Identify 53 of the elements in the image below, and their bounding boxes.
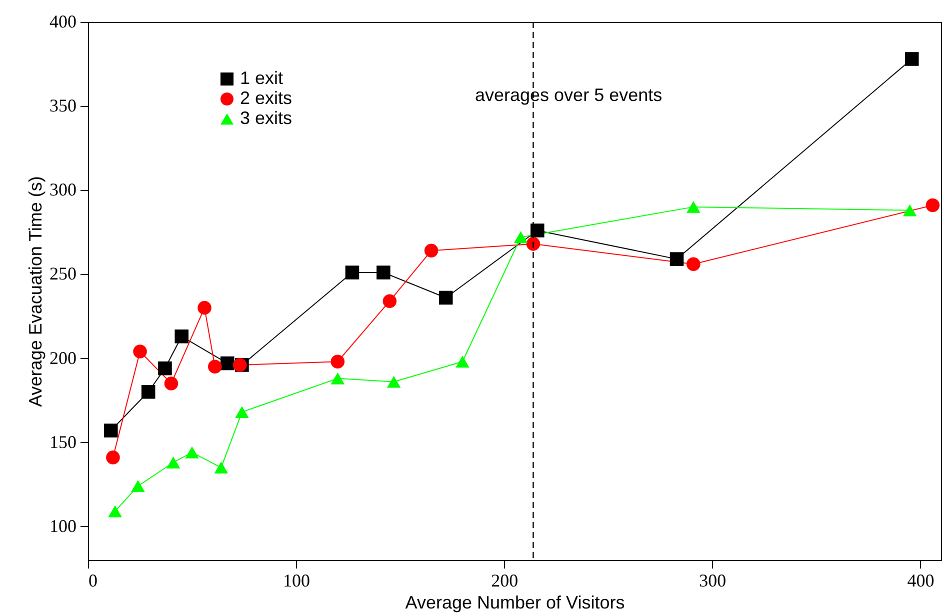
point: [235, 406, 249, 418]
point: [208, 360, 222, 374]
point: [330, 354, 345, 368]
x-axis-title: Average Number of Visitors: [405, 592, 625, 612]
y-tick-label: 100: [50, 516, 76, 536]
point: [198, 300, 212, 315]
x-tick-label: 200: [491, 570, 518, 590]
point: [904, 52, 919, 66]
point: [158, 361, 172, 376]
x-tick-label: 100: [283, 570, 310, 590]
point: [108, 505, 122, 518]
point: [526, 237, 540, 251]
point: [424, 244, 438, 258]
point: [376, 266, 390, 280]
x-tick-label: 0: [88, 570, 98, 590]
x-tick-label: 300: [699, 570, 726, 590]
annotation: averages over 5 events: [475, 85, 662, 105]
y-tick-label: 150: [50, 432, 76, 452]
legend-label: 3 exits: [240, 108, 292, 128]
point: [514, 231, 528, 244]
point: [185, 446, 199, 458]
point: [670, 252, 684, 266]
point: [131, 480, 145, 492]
point: [926, 198, 940, 212]
point: [902, 204, 917, 216]
point: [530, 224, 544, 238]
point: [456, 356, 470, 368]
point: [164, 376, 178, 390]
y-tick-label: 400: [50, 12, 76, 32]
y-tick-label: 250: [50, 264, 76, 284]
point: [438, 290, 453, 305]
point: [141, 384, 156, 399]
point: [166, 456, 180, 468]
y-axis-title: Average Evacuation Time (s): [26, 176, 46, 407]
point: [686, 200, 700, 213]
y-tick-label: 200: [50, 348, 76, 368]
x-tick-label: 400: [907, 570, 934, 590]
point: [174, 330, 189, 344]
y-tick-label: 300: [50, 180, 76, 200]
legend-label: 1 exit: [240, 68, 284, 88]
point: [386, 376, 401, 388]
point: [106, 450, 120, 464]
point: [382, 294, 397, 308]
point: [232, 358, 247, 372]
point: [214, 462, 228, 474]
point: [104, 424, 118, 438]
legend-label: 2 exits: [240, 88, 292, 108]
point: [220, 356, 234, 370]
y-tick-label: 350: [50, 96, 76, 116]
point: [686, 257, 700, 271]
point: [133, 344, 147, 358]
point: [330, 372, 345, 384]
point: [345, 266, 360, 280]
